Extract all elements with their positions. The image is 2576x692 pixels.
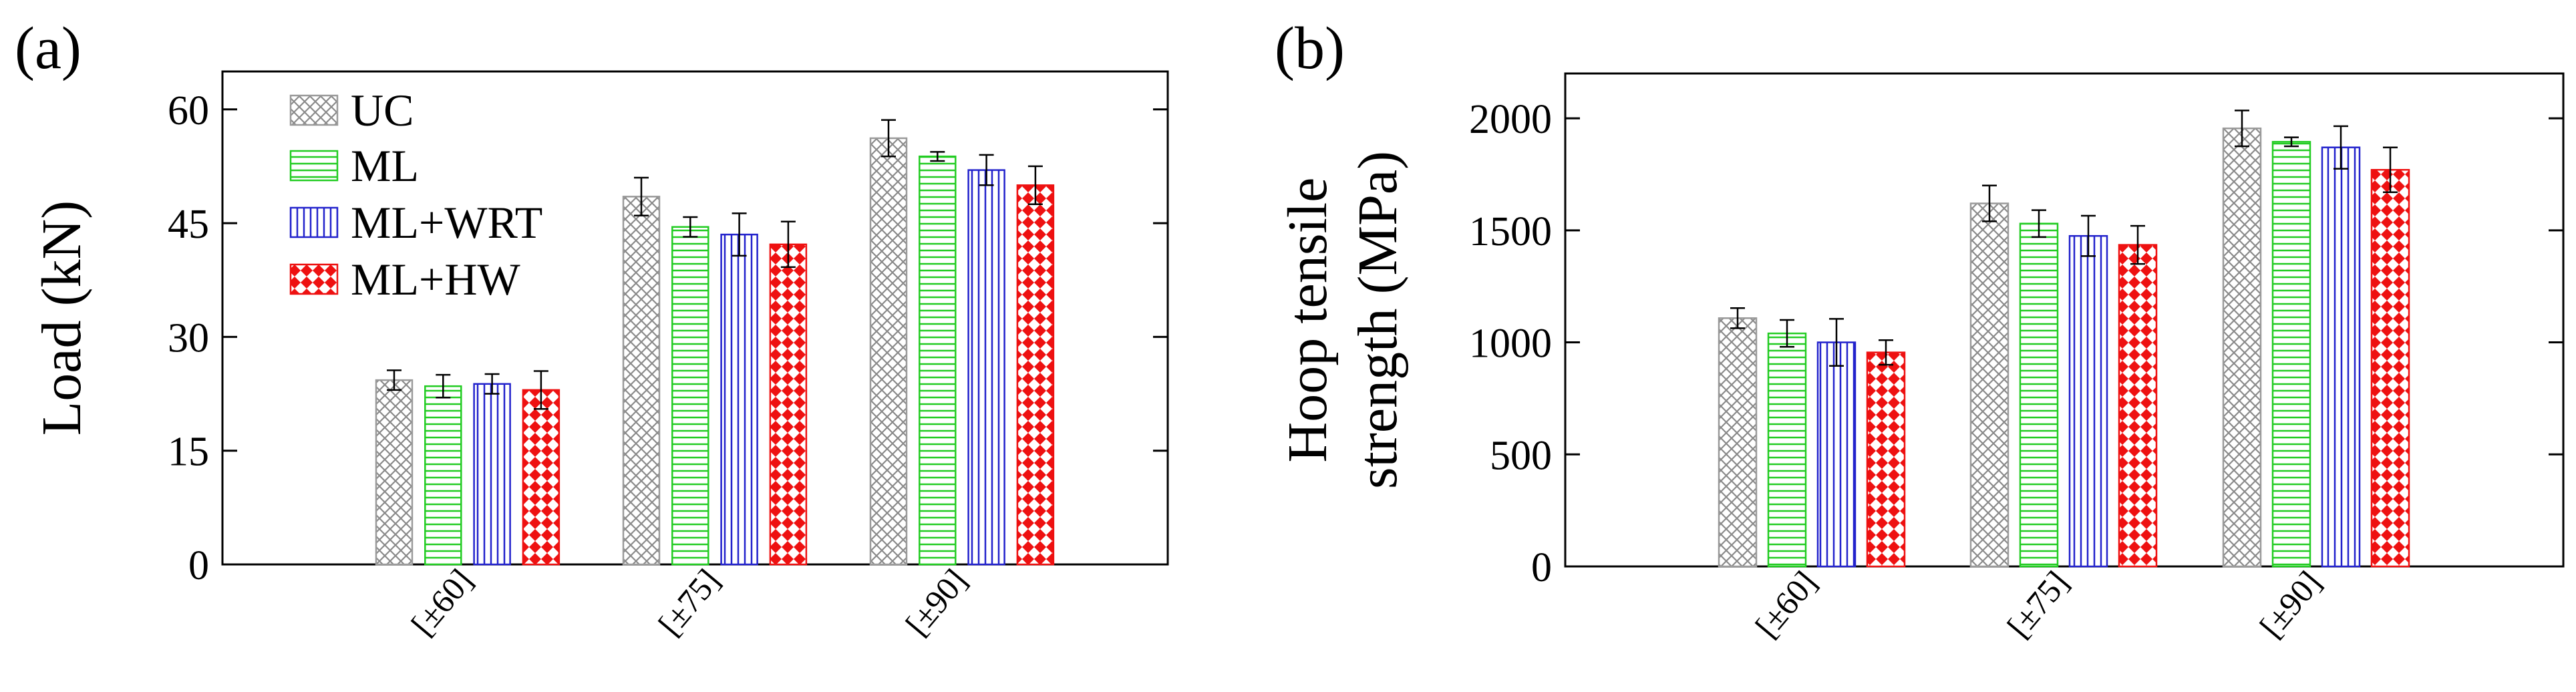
bar-ml-1	[1767, 332, 1807, 568]
bar-ml-hw-2	[2118, 244, 2158, 568]
panel-b-y-axis: 0 500 1000 1500 2000	[1469, 97, 2563, 590]
error-bar	[683, 216, 698, 238]
y-tick-label: 15	[168, 429, 209, 475]
bar-uc-3	[2222, 127, 2262, 568]
error-bar	[2235, 110, 2249, 148]
legend-label: ML+WRT	[351, 197, 542, 248]
y-tick-label: 0	[188, 543, 209, 588]
error-bar	[1027, 165, 1043, 205]
error-bar	[2383, 146, 2398, 194]
panel-a-label: (a)	[15, 15, 82, 81]
panel-b: (b) Hoop tensile strength (MPa) 0 500 1000…	[1275, 15, 2565, 645]
panel-a-y-axis-label: Load (kN)	[31, 200, 93, 436]
error-bar	[634, 176, 649, 216]
panel-b-bars	[1718, 110, 2410, 568]
x-tick-label: [±90]	[2252, 564, 2328, 645]
panel-a-y-axis: 0 15 30 45 60	[168, 88, 1168, 588]
panel-b-y-axis-label-line1: Hoop tensile	[1277, 178, 1339, 463]
bar-ml-wrt-1	[473, 383, 511, 566]
legend-label: UC	[351, 85, 414, 136]
error-bar	[1730, 307, 1745, 329]
legend-swatch	[289, 94, 339, 126]
bar-uc-2	[622, 196, 661, 566]
x-tick-label: [±75]	[651, 562, 727, 643]
error-bar	[2081, 214, 2096, 257]
legend-item-ml-hw: ML+HW	[289, 254, 520, 305]
error-bar	[436, 373, 451, 399]
error-bar	[1829, 318, 1844, 367]
legend-item-ml: ML	[289, 140, 419, 191]
error-bar	[930, 151, 945, 162]
y-tick-label: 60	[168, 88, 209, 134]
error-bar	[2284, 136, 2299, 148]
x-tick-label: [±60]	[404, 562, 480, 643]
error-bar	[881, 119, 896, 158]
legend-swatch	[289, 206, 339, 238]
bar-ml-wrt-3	[967, 169, 1005, 566]
error-bar	[2130, 224, 2145, 265]
bar-ml-hw-3	[2370, 168, 2410, 568]
legend-swatch	[289, 263, 339, 295]
panel-b-label: (b)	[1275, 15, 1345, 81]
legend-label: ML	[351, 140, 419, 191]
y-tick-label: 45	[168, 202, 209, 247]
bar-ml-hw-3	[1016, 184, 1055, 566]
x-tick-label: [±75]	[1999, 564, 2076, 645]
bar-ml-wrt-2	[720, 233, 758, 566]
error-bar	[1982, 184, 1997, 222]
bar-ml-wrt-3	[2321, 146, 2361, 568]
bar-ml-wrt-1	[1816, 341, 1857, 568]
error-bar	[533, 370, 548, 410]
legend-item-uc: UC	[289, 85, 414, 136]
y-tick-label: 500	[1490, 433, 1552, 478]
panel-a-bars	[375, 119, 1055, 566]
error-bar	[1879, 339, 1893, 366]
error-bar	[484, 373, 500, 395]
error-bar	[732, 212, 747, 257]
panel-b-y-axis-label-line2: strength (MPa)	[1347, 151, 1409, 489]
bar-ml-hw-2	[769, 243, 808, 566]
panel-b-x-axis: [±60] [±75] [±90]	[1748, 564, 2328, 645]
bar-uc-3	[869, 137, 908, 566]
error-bar	[979, 154, 994, 186]
bar-ml-3	[919, 155, 957, 566]
error-bar	[387, 369, 401, 391]
bar-ml-hw-1	[1866, 351, 1906, 568]
x-tick-label: [±90]	[898, 562, 974, 643]
legend-label: ML+HW	[351, 254, 520, 305]
error-bar	[1780, 319, 1794, 348]
bar-ml-1	[424, 385, 462, 566]
error-bar	[780, 220, 796, 269]
bar-uc-1	[1718, 317, 1758, 568]
y-tick-label: 2000	[1469, 97, 1552, 142]
bar-uc-1	[375, 379, 414, 566]
bar-ml-wrt-2	[2068, 234, 2108, 568]
bar-ml-2	[671, 226, 709, 566]
panel-b-plot-frame	[1564, 72, 2565, 568]
bar-uc-2	[1969, 202, 2009, 568]
y-tick-label: 0	[1531, 545, 1552, 590]
y-tick-label: 1000	[1469, 321, 1552, 367]
y-tick-label: 30	[168, 315, 209, 361]
y-tick-label: 1500	[1469, 209, 1552, 254]
bar-ml-2	[2019, 222, 2059, 568]
legend-item-ml-wrt: ML+WRT	[289, 197, 542, 248]
x-tick-label: [±60]	[1748, 564, 1824, 645]
panel-a-x-axis: [±60] [±75] [±90]	[404, 562, 974, 643]
legend-swatch	[289, 150, 339, 182]
bar-ml-hw-1	[522, 389, 560, 566]
error-bar	[2333, 125, 2348, 170]
error-bar	[2032, 209, 2046, 238]
bar-ml-3	[2271, 141, 2311, 568]
